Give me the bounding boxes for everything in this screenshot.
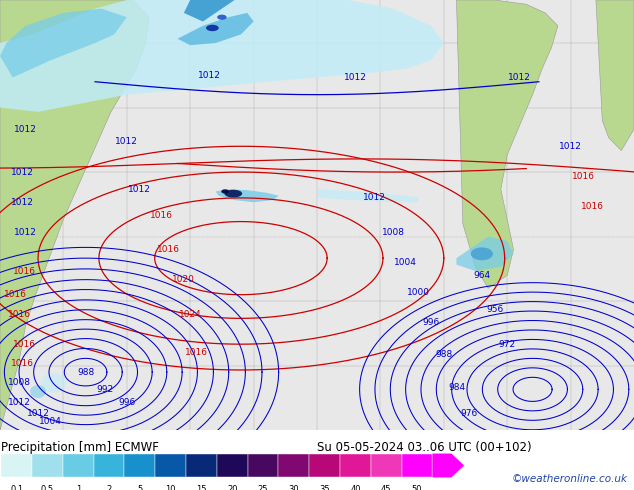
Text: 1004: 1004: [39, 417, 62, 426]
Text: 1024: 1024: [179, 310, 202, 318]
Text: 988: 988: [77, 368, 94, 377]
Ellipse shape: [224, 190, 242, 197]
Polygon shape: [317, 189, 418, 202]
Polygon shape: [596, 0, 634, 150]
Bar: [371, 454, 401, 477]
Ellipse shape: [217, 15, 226, 20]
Polygon shape: [178, 13, 254, 45]
Text: 1016: 1016: [150, 211, 173, 220]
Bar: [1, 454, 32, 477]
Text: 10: 10: [165, 485, 176, 490]
Text: 35: 35: [320, 485, 330, 490]
Text: 1016: 1016: [4, 290, 27, 299]
Text: 15: 15: [196, 485, 207, 490]
Text: 1012: 1012: [14, 228, 37, 237]
Text: 1016: 1016: [157, 245, 179, 254]
Text: 1008: 1008: [382, 228, 404, 237]
Text: 1004: 1004: [394, 258, 417, 267]
Text: 1012: 1012: [363, 194, 385, 202]
Polygon shape: [0, 0, 29, 430]
Polygon shape: [216, 189, 279, 202]
Bar: [401, 454, 432, 477]
Text: 40: 40: [350, 485, 361, 490]
Ellipse shape: [470, 247, 493, 260]
Text: 30: 30: [288, 485, 299, 490]
Bar: [94, 454, 124, 477]
Bar: [217, 454, 248, 477]
Bar: [32, 454, 63, 477]
Text: 956: 956: [486, 305, 503, 314]
Text: 1016: 1016: [572, 172, 595, 181]
Polygon shape: [0, 0, 444, 112]
Polygon shape: [0, 9, 127, 77]
Text: 0.5: 0.5: [41, 485, 54, 490]
Text: 1016: 1016: [11, 359, 34, 368]
Text: 45: 45: [381, 485, 391, 490]
Bar: [186, 454, 217, 477]
Text: 988: 988: [435, 350, 453, 360]
Text: 1012: 1012: [559, 142, 582, 151]
Text: 976: 976: [460, 409, 478, 417]
Text: 1016: 1016: [8, 310, 30, 318]
Text: 1012: 1012: [128, 185, 151, 194]
Text: 1012: 1012: [14, 124, 37, 134]
Text: 25: 25: [258, 485, 268, 490]
Text: 1: 1: [75, 485, 81, 490]
Text: 1012: 1012: [27, 409, 49, 417]
Text: 2: 2: [107, 485, 112, 490]
Text: 964: 964: [473, 271, 491, 280]
Text: 1012: 1012: [198, 71, 221, 80]
Ellipse shape: [206, 24, 219, 31]
Text: 1000: 1000: [407, 288, 430, 297]
Text: ©weatheronline.co.uk: ©weatheronline.co.uk: [512, 474, 628, 484]
Text: 984: 984: [448, 383, 465, 392]
Text: 1016: 1016: [581, 202, 604, 211]
Text: 972: 972: [498, 340, 516, 349]
Text: 1012: 1012: [508, 73, 531, 82]
Bar: [278, 454, 309, 477]
Ellipse shape: [221, 189, 229, 194]
Text: 1020: 1020: [172, 275, 195, 284]
Text: Su 05-05-2024 03..06 UTC (00+102): Su 05-05-2024 03..06 UTC (00+102): [317, 441, 532, 454]
Text: 996: 996: [118, 398, 136, 407]
Bar: [155, 454, 186, 477]
FancyArrow shape: [432, 454, 464, 477]
Text: 1016: 1016: [185, 348, 208, 357]
Bar: [63, 454, 94, 477]
Ellipse shape: [41, 373, 67, 392]
Text: Precipitation [mm] ECMWF: Precipitation [mm] ECMWF: [1, 441, 159, 454]
Bar: [309, 454, 340, 477]
Text: 50: 50: [411, 485, 422, 490]
Text: 1012: 1012: [8, 398, 30, 407]
Ellipse shape: [30, 385, 46, 398]
Text: 5: 5: [137, 485, 143, 490]
Text: 992: 992: [96, 385, 113, 394]
Text: 1012: 1012: [344, 73, 366, 82]
Text: 1016: 1016: [13, 267, 36, 275]
Bar: [340, 454, 371, 477]
Text: 1012: 1012: [115, 138, 138, 147]
Polygon shape: [0, 0, 149, 430]
Bar: [248, 454, 278, 477]
Text: 0.1: 0.1: [10, 485, 23, 490]
Text: 1012: 1012: [11, 197, 34, 207]
Polygon shape: [456, 237, 514, 271]
Text: 1012: 1012: [11, 168, 34, 176]
Text: 1008: 1008: [8, 378, 30, 388]
Bar: [124, 454, 155, 477]
Polygon shape: [184, 0, 235, 22]
Text: 20: 20: [227, 485, 238, 490]
Text: 996: 996: [422, 318, 440, 327]
Text: 1016: 1016: [13, 340, 36, 349]
Polygon shape: [456, 0, 558, 288]
